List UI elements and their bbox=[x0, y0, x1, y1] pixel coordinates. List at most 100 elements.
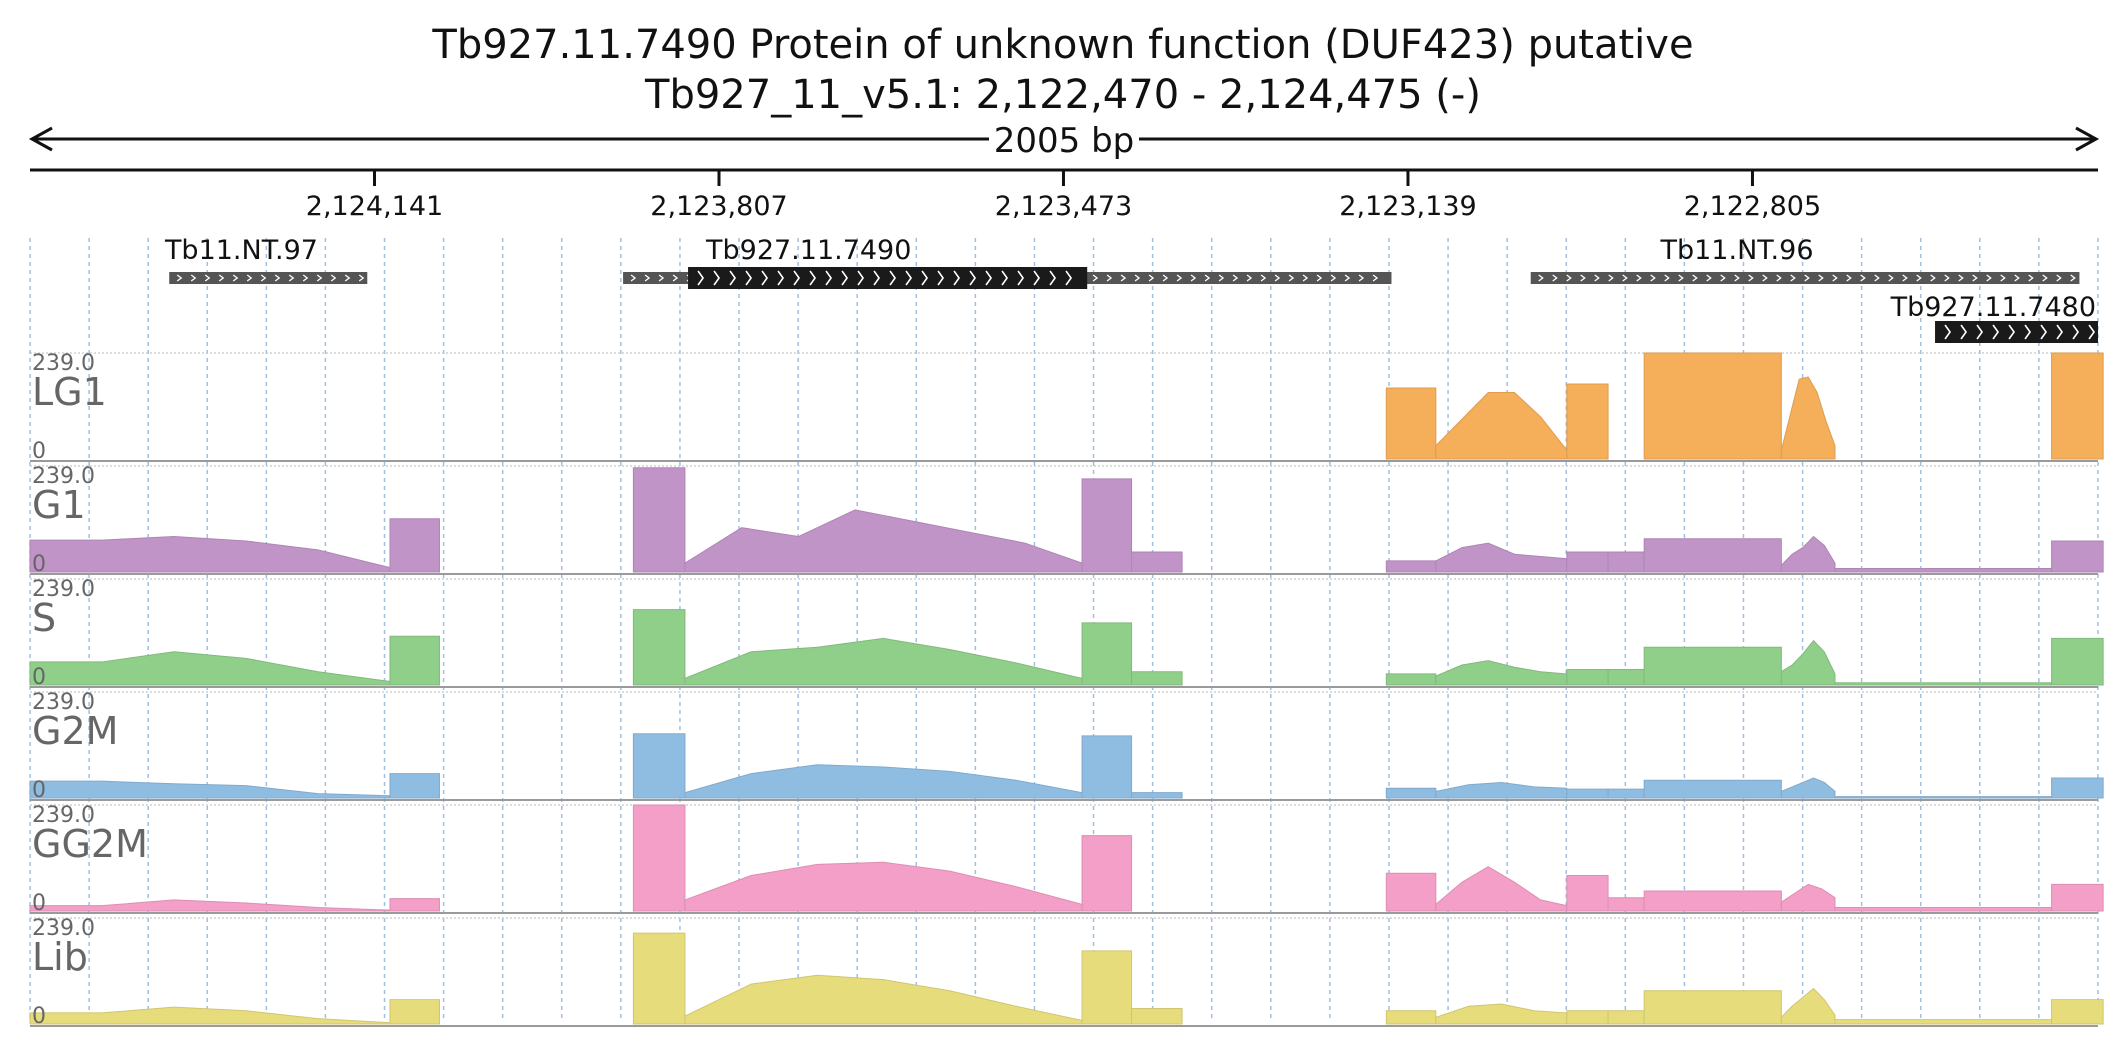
strand-arrow bbox=[761, 270, 769, 286]
coverage-area bbox=[1081, 835, 1133, 912]
strand-arrow bbox=[274, 274, 281, 282]
strand-arrow bbox=[1762, 274, 1768, 282]
coverage-area bbox=[29, 1006, 391, 1025]
strand-arrow bbox=[1106, 274, 1113, 282]
strand-arrow bbox=[1120, 274, 1127, 282]
coverage-area bbox=[1385, 787, 1437, 799]
y-min-label: 0 bbox=[32, 665, 46, 690]
strand-arrow bbox=[1148, 274, 1155, 282]
strand-arrow bbox=[1678, 274, 1684, 282]
x-tick-label: 2,123,473 bbox=[995, 191, 1132, 222]
strand-arrow bbox=[1790, 274, 1796, 282]
coverage-area bbox=[1131, 551, 1183, 573]
coverage-area bbox=[1566, 1010, 1609, 1025]
strand-arrow bbox=[1033, 270, 1041, 286]
strand-arrow bbox=[697, 270, 705, 286]
track-label: Lib bbox=[32, 935, 88, 979]
strand-arrow bbox=[2088, 324, 2096, 340]
coverage-area bbox=[1566, 875, 1609, 912]
coverage-area bbox=[1385, 872, 1437, 912]
strand-arrow bbox=[1092, 274, 1099, 282]
strand-arrow bbox=[905, 270, 913, 286]
coverage-area bbox=[29, 899, 391, 912]
coverage-area bbox=[632, 733, 686, 799]
track-label: G2M bbox=[32, 709, 118, 753]
strand-arrow bbox=[2024, 324, 2032, 340]
coverage-area bbox=[1566, 668, 1609, 686]
strand-arrow bbox=[793, 270, 801, 286]
coverage-area bbox=[389, 999, 440, 1025]
coverage-area bbox=[29, 536, 391, 573]
coverage-area bbox=[1643, 779, 1782, 799]
strand-arrow bbox=[809, 270, 817, 286]
coverage-area bbox=[1643, 990, 1782, 1025]
coverage-area bbox=[1607, 1010, 1645, 1025]
strand-arrow bbox=[1976, 324, 1984, 340]
coverage-area bbox=[1780, 777, 1836, 799]
coverage-area bbox=[1081, 735, 1133, 799]
locus-subtitle: Tb927_11_v5.1: 2,122,470 - 2,124,475 (-) bbox=[645, 72, 1481, 118]
coverage-area bbox=[1435, 1003, 1568, 1025]
strand-arrow bbox=[1916, 274, 1922, 282]
track-s: 239.0S 0 bbox=[29, 577, 2104, 690]
strand-arrow bbox=[1134, 274, 1141, 282]
coverage-area bbox=[29, 780, 391, 799]
strand-arrow bbox=[1960, 324, 1968, 340]
coverage-area bbox=[2051, 637, 2104, 686]
strand-arrow bbox=[1358, 274, 1365, 282]
strand-arrow bbox=[302, 274, 309, 282]
strand-arrow bbox=[2008, 324, 2016, 340]
x-tick-label: 2,122,805 bbox=[1684, 191, 1821, 222]
coverage-area bbox=[1081, 622, 1133, 686]
strand-arrow bbox=[246, 274, 253, 282]
strand-arrow bbox=[218, 274, 225, 282]
strand-arrow bbox=[857, 270, 865, 286]
track-label: S bbox=[32, 596, 56, 640]
coverage-area bbox=[1780, 376, 1836, 460]
strand-arrow bbox=[1818, 274, 1824, 282]
strand-arrow bbox=[1538, 274, 1544, 282]
y-min-label: 0 bbox=[32, 891, 46, 916]
strand-arrow bbox=[1049, 270, 1057, 286]
strand-arrow bbox=[1566, 274, 1572, 282]
coverage-area bbox=[1607, 551, 1645, 573]
strand-arrow bbox=[1860, 274, 1866, 282]
y-max-label: 239.0 bbox=[32, 916, 95, 941]
strand-arrow bbox=[889, 270, 897, 286]
strand-arrow bbox=[1944, 324, 1952, 340]
coverage-area bbox=[1081, 478, 1133, 573]
coverage-area bbox=[2051, 999, 2104, 1025]
coverage-area bbox=[1780, 535, 1836, 573]
coverage-area bbox=[1607, 897, 1645, 912]
strand-arrow bbox=[204, 274, 211, 282]
strand-arrow bbox=[1748, 274, 1754, 282]
strand-arrow bbox=[2072, 324, 2080, 340]
strand-arrow bbox=[344, 274, 351, 282]
gene-feature: Tb11.NT.96 bbox=[1530, 235, 2080, 284]
y-max-label: 239.0 bbox=[32, 464, 95, 489]
track-label: GG2M bbox=[32, 822, 148, 866]
strand-arrow bbox=[729, 270, 737, 286]
strand-arrow bbox=[985, 270, 993, 286]
coverage-area bbox=[2051, 352, 2104, 460]
strand-arrow bbox=[1344, 274, 1351, 282]
strand-arrow bbox=[190, 274, 197, 282]
coverage-area bbox=[1834, 796, 2053, 799]
coverage-area bbox=[1131, 671, 1183, 686]
strand-arrow bbox=[1017, 270, 1025, 286]
strand-arrow bbox=[232, 274, 239, 282]
coverage-area bbox=[1566, 788, 1609, 799]
coverage-area bbox=[632, 804, 686, 912]
strand-arrow bbox=[1218, 274, 1225, 282]
coverage-area bbox=[389, 635, 440, 686]
strand-arrow bbox=[1622, 274, 1628, 282]
strand-arrow bbox=[921, 270, 929, 286]
strand-arrow bbox=[1944, 274, 1950, 282]
gene-title: Tb927.11.7490 Protein of unknown functio… bbox=[432, 22, 1694, 68]
coverage-area bbox=[1607, 788, 1645, 799]
strand-arrow bbox=[316, 274, 323, 282]
strand-arrow bbox=[1065, 270, 1073, 286]
